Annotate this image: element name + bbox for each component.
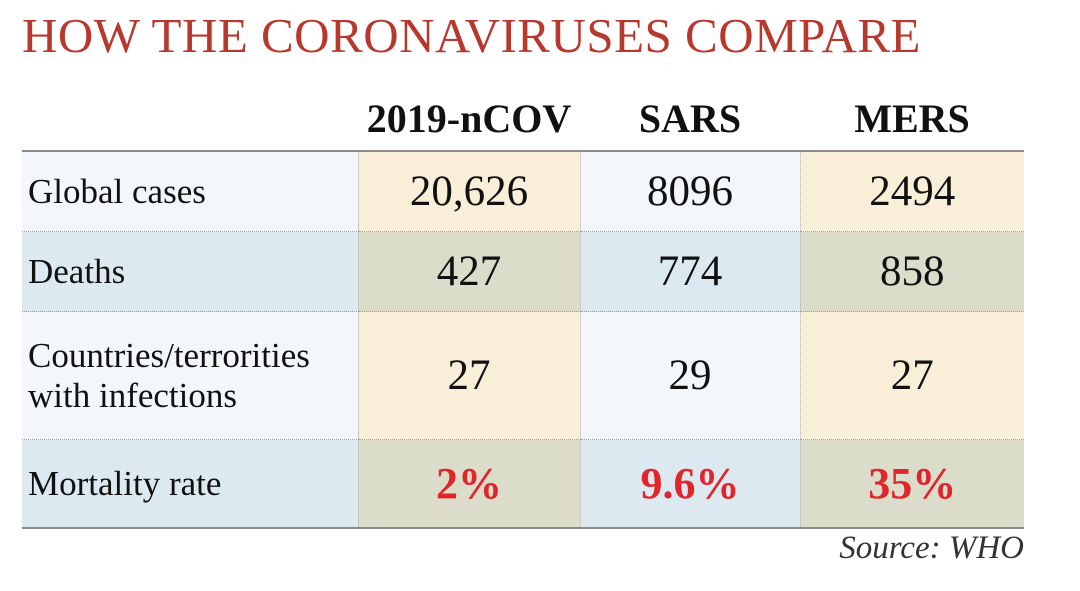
cell-deaths-2019-ncov: 427 [357, 231, 580, 312]
cell-countries-sars: 29 [579, 311, 800, 440]
header-corner [22, 86, 358, 151]
chart-title: HOW THE CORONAVIRUSES COMPARE [22, 8, 921, 63]
cell-deaths-sars: 774 [579, 231, 800, 312]
row-label-countries: Countries/terrorities with infections [22, 311, 358, 440]
table-row-deaths: Deaths 427 774 858 [22, 231, 1024, 312]
row-label-global-cases: Global cases [22, 150, 358, 232]
column-header-sars: SARS [580, 86, 800, 151]
cell-deaths-mers: 858 [799, 231, 1024, 312]
cell-countries-2019-ncov: 27 [357, 311, 580, 440]
cell-global-cases-2019-ncov: 20,626 [357, 150, 580, 232]
source-note: Source: WHO [839, 530, 1024, 566]
cell-mortality-mers: 35% [799, 439, 1024, 529]
header-row: 2019-nCOV SARS MERS [22, 86, 1024, 151]
cell-global-cases-sars: 8096 [579, 150, 800, 232]
cell-global-cases-mers: 2494 [799, 150, 1024, 232]
row-label-deaths: Deaths [22, 231, 358, 312]
row-label-countries-line-1: Countries/terrorities [28, 335, 310, 375]
table-row-mortality-rate: Mortality rate 2% 9.6% 35% [22, 439, 1024, 529]
cell-mortality-sars: 9.6% [579, 439, 800, 529]
comparison-table: 2019-nCOV SARS MERS Global cases 20,626 … [22, 86, 1024, 529]
cell-countries-mers: 27 [799, 311, 1024, 440]
table-row-countries: Countries/terrorities with infections 27 … [22, 311, 1024, 440]
row-label-mortality-rate: Mortality rate [22, 439, 358, 529]
cell-mortality-2019-ncov: 2% [357, 439, 580, 529]
row-label-countries-line-2: with infections [28, 375, 237, 415]
column-header-2019-ncov: 2019-nCOV [358, 86, 580, 151]
table-row-global-cases: Global cases 20,626 8096 2494 [22, 150, 1024, 232]
column-header-mers: MERS [800, 86, 1024, 151]
